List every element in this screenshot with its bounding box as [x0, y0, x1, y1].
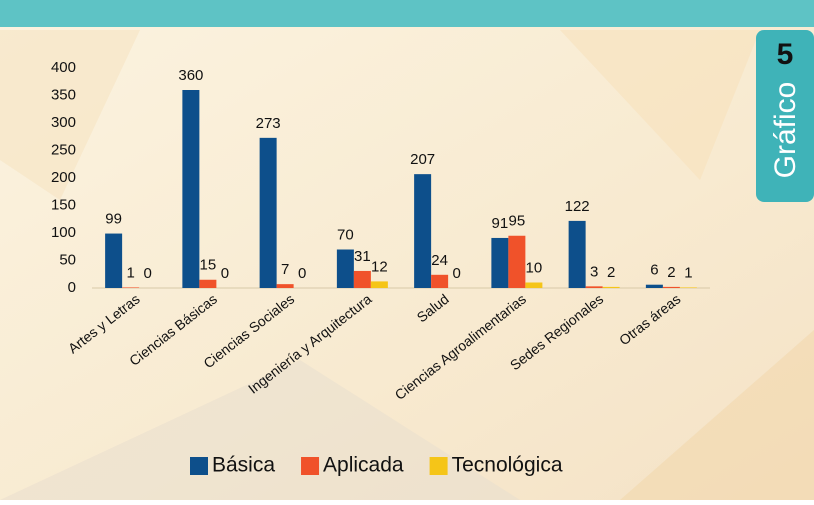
bar — [370, 281, 388, 288]
value-label: 1 — [126, 264, 134, 281]
value-label: 12 — [371, 258, 388, 275]
legend-swatch — [190, 457, 208, 475]
value-label: 0 — [143, 265, 151, 282]
value-label: 95 — [509, 213, 526, 230]
legend-swatch — [301, 457, 320, 475]
value-label: 360 — [178, 67, 203, 84]
legend-swatch — [429, 457, 448, 475]
bar — [353, 270, 371, 288]
value-label: 10 — [526, 259, 543, 276]
decor — [0, 30, 140, 200]
top-band — [0, 0, 814, 27]
bar — [259, 137, 277, 288]
value-label: 6 — [650, 262, 658, 279]
value-label: 2 — [667, 264, 675, 281]
value-label: 1 — [684, 264, 692, 281]
bar — [602, 286, 620, 288]
decor — [620, 330, 814, 500]
y-tick-label: 250 — [51, 141, 76, 158]
bar — [645, 284, 663, 288]
value-label: 0 — [221, 265, 229, 282]
value-label: 91 — [492, 215, 509, 232]
y-tick-label: 50 — [59, 251, 76, 268]
bar — [122, 287, 140, 288]
badge-number: 5 — [777, 38, 794, 71]
value-label: 207 — [410, 151, 435, 168]
y-tick-label: 350 — [51, 86, 76, 103]
bar — [414, 174, 432, 288]
value-label: 122 — [565, 198, 590, 215]
legend-label: Aplicada — [323, 454, 404, 477]
bar — [662, 286, 680, 288]
bar — [199, 279, 217, 288]
value-label: 70 — [337, 226, 354, 243]
bar — [276, 284, 294, 288]
value-label: 7 — [281, 261, 289, 278]
y-tick-label: 0 — [68, 279, 76, 296]
value-label: 273 — [256, 115, 281, 132]
value-label: 99 — [105, 211, 122, 228]
legend-label: Tecnológica — [452, 454, 563, 477]
badge-label: Gráfico — [769, 82, 802, 179]
value-label: 24 — [431, 252, 448, 269]
bar — [568, 220, 586, 288]
bar — [679, 287, 697, 288]
value-label: 0 — [298, 265, 306, 282]
y-tick-label: 300 — [51, 114, 76, 131]
decor — [560, 30, 760, 180]
y-tick-label: 200 — [51, 169, 76, 186]
value-label: 2 — [607, 264, 615, 281]
value-label: 0 — [452, 265, 460, 282]
bar — [105, 233, 123, 288]
bar — [585, 286, 603, 288]
y-tick-label: 400 — [51, 59, 76, 76]
value-label: 15 — [200, 257, 217, 274]
y-tick-label: 100 — [51, 224, 76, 241]
bar — [525, 282, 543, 288]
bar — [182, 90, 200, 288]
legend-label: Básica — [212, 454, 275, 477]
value-label: 31 — [354, 248, 371, 265]
value-label: 3 — [590, 263, 598, 280]
bar — [336, 249, 354, 288]
bar — [491, 237, 509, 288]
badge — [756, 30, 814, 202]
bar — [508, 235, 526, 288]
y-tick-label: 150 — [51, 196, 76, 213]
bar — [431, 274, 449, 288]
decor — [0, 360, 520, 500]
